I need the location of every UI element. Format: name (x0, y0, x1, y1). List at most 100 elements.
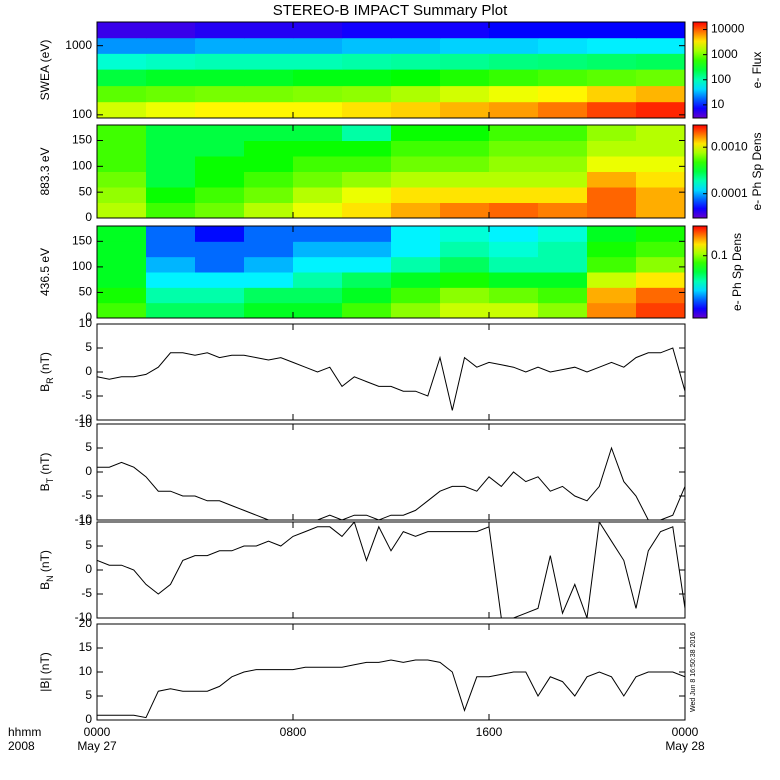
heatmap-cell (489, 22, 539, 39)
heatmap-cell (195, 202, 245, 218)
panel-frame (96, 521, 686, 619)
heatmap-cell (195, 187, 245, 203)
heatmap-cell (342, 125, 392, 141)
y-tick-label: 100 (72, 159, 92, 173)
heatmap-cell (440, 256, 490, 273)
y-axis-label-part: (nT) (38, 550, 52, 575)
colorbar-tick-label: 1000 (711, 47, 738, 61)
heatmap-cell (391, 272, 441, 288)
heatmap-cell (538, 101, 588, 118)
heatmap-cell (538, 187, 588, 203)
y-tick-label: 0 (85, 210, 92, 224)
heatmap-cell (489, 125, 539, 141)
y-tick-label: 150 (72, 133, 92, 147)
heatmap-cell (489, 202, 539, 218)
timestamp: Wed Jun 8 16:50:38 2016 (690, 632, 697, 712)
heatmap-cell (195, 226, 245, 242)
heatmap-cell (489, 272, 539, 288)
heatmap-cell (489, 256, 539, 273)
y-axis-label-part: |B| (nT) (38, 652, 52, 692)
y-tick-label: 10 (79, 664, 93, 678)
heatmap-cell (440, 226, 490, 242)
heatmap-cell (195, 171, 245, 188)
heatmap-cell (538, 256, 588, 273)
heatmap-cell (195, 69, 245, 87)
y-tick-label: 0 (85, 562, 92, 576)
heatmap-cell (391, 53, 441, 70)
heatmap (97, 22, 685, 118)
heatmap-cell (244, 241, 294, 258)
y-axis-label: |B| (nT) (38, 652, 52, 692)
heatmap-cell (636, 287, 685, 304)
heatmap-cell (97, 287, 147, 304)
heatmap-cell (636, 202, 685, 218)
y-tick-label: -5 (81, 488, 92, 502)
heatmap-cell (538, 202, 588, 218)
heatmap-cell (342, 85, 392, 103)
heatmap-cell (440, 69, 490, 87)
heatmap-cell (244, 125, 294, 141)
y-tick-label: 10 (79, 514, 93, 528)
colorbar-label: e- Ph Sp Dens (730, 233, 744, 311)
date-label: May 28 (665, 739, 705, 753)
heatmap-cell (146, 22, 196, 39)
heatmap-cell (587, 256, 637, 273)
heatmap-cell (97, 272, 147, 288)
heatmap-cell (244, 187, 294, 203)
heatmap-cell (244, 226, 294, 242)
heatmap-cell (391, 302, 441, 318)
heatmap-cell (342, 302, 392, 318)
heatmap-cell (440, 53, 490, 70)
y-axis-label-part: (nT) (38, 352, 52, 377)
heatmap-cell (293, 53, 343, 70)
heatmap-cell (342, 140, 392, 157)
heatmap-cell (489, 187, 539, 203)
panel-frame (96, 623, 686, 721)
heatmap-cell (342, 156, 392, 172)
y-tick-label: -10 (75, 610, 93, 624)
y-axis-label: 436.5 eV (38, 248, 52, 296)
heatmap-cell (342, 101, 392, 118)
y-axis-label-part: N (45, 575, 55, 582)
heatmap-cell (146, 202, 196, 218)
heatmap-cell (293, 69, 343, 87)
heatmap-cell (440, 302, 490, 318)
heatmap-cell (636, 156, 685, 172)
heatmap-cell (293, 125, 343, 141)
heatmap-cell (391, 202, 441, 218)
heatmap-cell (587, 302, 637, 318)
colorbar-tick-label: 0.0001 (711, 186, 748, 200)
colorbar-tick-label: 10 (711, 97, 725, 111)
heatmap-cell (97, 85, 147, 103)
y-tick-label: 0 (85, 364, 92, 378)
heatmap-cell (538, 53, 588, 70)
heatmap-cell (391, 187, 441, 203)
y-tick-label: 1000 (65, 38, 92, 52)
colorbar (692, 21, 708, 119)
heatmap-cell (244, 85, 294, 103)
heatmap-cell (195, 302, 245, 318)
heatmap-cell (636, 241, 685, 258)
y-tick-label: -10 (75, 412, 93, 426)
heatmap-cell (489, 171, 539, 188)
heatmap-cell (538, 226, 588, 242)
heatmap-cell (587, 22, 637, 39)
heatmap-cell (293, 187, 343, 203)
y-axis-label-part: SWEA (eV) (38, 40, 52, 101)
heatmap-cell (538, 171, 588, 188)
heatmap-cell (146, 101, 196, 118)
heatmap-cell (342, 272, 392, 288)
y-axis-label-part: (nT) (38, 453, 52, 478)
x-tick-label: 0000 (672, 725, 699, 739)
colorbar (692, 124, 708, 219)
heatmap-cell (587, 101, 637, 118)
heatmap-cell (146, 69, 196, 87)
heatmap-cell (636, 226, 685, 242)
heatmap-cell (97, 53, 147, 70)
heatmap-cell (146, 187, 196, 203)
panel-frame (96, 124, 686, 219)
heatmap-cell (440, 140, 490, 157)
heatmap-cell (391, 256, 441, 273)
heatmap-cell (636, 22, 685, 39)
